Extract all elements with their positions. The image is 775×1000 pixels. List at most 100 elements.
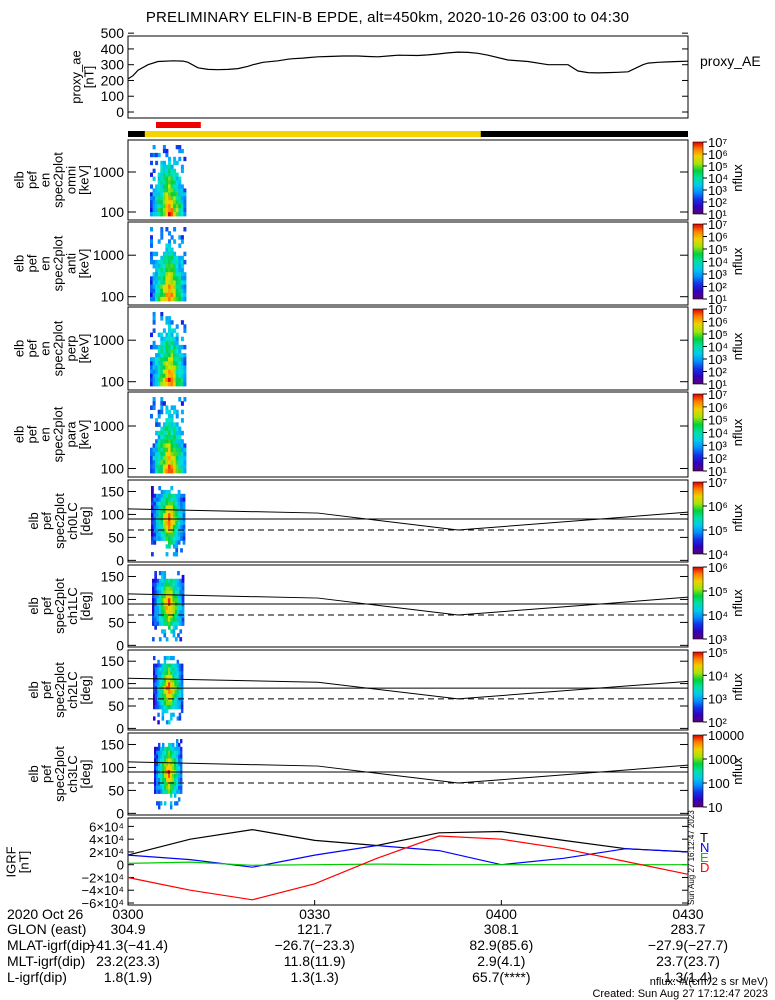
colorbar-tick-label: 10⁶ bbox=[708, 230, 728, 245]
axis-title-line: spec2plot bbox=[51, 320, 66, 376]
spectrogram-cell bbox=[174, 801, 177, 806]
spectrogram-cell bbox=[177, 621, 180, 626]
spectrogram-cell bbox=[157, 180, 161, 185]
spectrogram-cell bbox=[155, 292, 159, 298]
spectrogram-cell bbox=[170, 667, 173, 672]
spectrogram-cell bbox=[170, 268, 174, 273]
spectrogram-cell bbox=[160, 349, 164, 354]
spectrogram-cell bbox=[160, 357, 164, 362]
spectrogram-cell bbox=[178, 235, 182, 240]
spectrogram-cell bbox=[173, 255, 177, 261]
spectrogram-cell bbox=[164, 762, 167, 767]
spectrogram-cell bbox=[183, 188, 187, 193]
spectrogram-cell bbox=[155, 418, 159, 423]
spectrogram-cell bbox=[170, 276, 174, 281]
y-tick-label: −4×10⁴ bbox=[82, 883, 124, 898]
spectrogram-cell bbox=[178, 430, 182, 436]
spectrogram-cell bbox=[180, 777, 183, 783]
spectrogram-cell bbox=[157, 701, 160, 706]
spectrogram-cell bbox=[163, 663, 167, 668]
axis-title-line: [nT] bbox=[82, 66, 97, 88]
spectrogram-cell bbox=[172, 590, 176, 595]
spectrogram-cell bbox=[157, 690, 160, 695]
spectrogram-cell bbox=[178, 204, 182, 209]
axis-title-line: elb bbox=[12, 340, 27, 357]
spectrogram-cell bbox=[168, 663, 171, 668]
spectrogram-cell bbox=[153, 716, 156, 721]
spectrogram-cell bbox=[153, 532, 157, 537]
spectrogram-cell bbox=[168, 324, 171, 329]
loss-cone-line bbox=[127, 677, 689, 700]
spectrogram-cell bbox=[183, 259, 187, 265]
x-axis-row-value: 308.1 bbox=[484, 921, 519, 937]
spectrogram-cell bbox=[172, 766, 175, 771]
spectrogram-cell bbox=[175, 493, 179, 499]
spectrogram-cell bbox=[165, 609, 169, 615]
spectrogram-cell bbox=[177, 489, 181, 495]
spectrogram-cell bbox=[154, 750, 157, 755]
spectrogram-cell bbox=[182, 493, 186, 499]
x-axis-row-value: −41.3(−41.4) bbox=[88, 937, 168, 953]
spectrogram-cell bbox=[174, 785, 177, 790]
spectrogram-cell bbox=[170, 505, 174, 510]
spectrogram-cell bbox=[175, 460, 179, 465]
spectrogram-cell bbox=[153, 678, 156, 683]
spectrogram-cell bbox=[155, 697, 158, 702]
spectrogram-cell bbox=[160, 789, 163, 794]
x-axis-time-label: 0330 bbox=[299, 906, 330, 922]
spectrogram-cell bbox=[175, 353, 179, 358]
spectrogram-cell bbox=[166, 746, 169, 752]
spectrogram-cell bbox=[174, 682, 177, 687]
axis-title-line: [deg] bbox=[78, 507, 93, 536]
spectrogram-cell bbox=[170, 180, 174, 185]
spectrogram-cell bbox=[180, 268, 184, 273]
spectrogram-cell bbox=[173, 276, 177, 281]
spectrogram-cell bbox=[157, 413, 161, 419]
spectrogram-cell bbox=[176, 739, 179, 744]
spectrogram-cell bbox=[157, 373, 161, 379]
spectrogram-cell bbox=[168, 200, 171, 205]
axis-title-line: pef bbox=[25, 339, 40, 357]
axis-title-line: pef bbox=[39, 681, 54, 699]
spectrogram-cell bbox=[164, 750, 167, 755]
spectrogram-cell bbox=[152, 264, 156, 269]
spectrogram-cell bbox=[176, 693, 180, 698]
spectrogram-cell bbox=[152, 168, 156, 173]
spectrogram-cell bbox=[179, 621, 183, 626]
spectrogram-cell bbox=[178, 361, 182, 366]
spectrogram-cell bbox=[176, 671, 180, 676]
spectrogram-cell bbox=[159, 693, 162, 698]
spectrogram-cell bbox=[168, 762, 171, 767]
axis-title-line: spec2plot bbox=[51, 235, 66, 291]
spectrogram-cell bbox=[173, 239, 177, 244]
spectrogram-cell bbox=[178, 435, 182, 440]
spectrogram-cell bbox=[175, 422, 179, 427]
spectrogram-cell bbox=[173, 296, 177, 302]
ae-series-label: proxy_AE bbox=[700, 53, 761, 69]
spectrogram-cell bbox=[154, 789, 157, 794]
spectrogram-cell bbox=[165, 613, 169, 619]
spectrogram-cell bbox=[165, 697, 169, 702]
spectrogram-cell bbox=[168, 578, 171, 584]
spectrogram-cell bbox=[175, 456, 179, 461]
spectrogram-cell bbox=[173, 272, 177, 277]
spectrogram-cell bbox=[170, 582, 173, 587]
spectrogram-cell bbox=[150, 200, 153, 205]
spectrogram-cell bbox=[177, 578, 180, 584]
spectrogram-cell bbox=[181, 598, 185, 603]
spectrogram-cell bbox=[156, 609, 160, 615]
spectrogram-cell bbox=[166, 754, 169, 759]
spectrogram-cell bbox=[170, 617, 173, 622]
colorbar bbox=[692, 481, 704, 555]
spectrogram-cell bbox=[176, 754, 179, 759]
spectrogram-cell bbox=[155, 451, 159, 457]
spectrogram-cell bbox=[166, 762, 169, 767]
colorbar-tick-label: 10³ bbox=[708, 352, 727, 367]
spectrogram-cell bbox=[168, 594, 171, 599]
spectrogram-cell bbox=[160, 521, 164, 526]
y-tick-label: 200 bbox=[101, 72, 125, 88]
spectrogram-cell bbox=[162, 164, 166, 169]
igrf-side-note: Sun Aug 27 16:12:47 2023 bbox=[687, 810, 696, 905]
spectrogram-cell bbox=[158, 774, 161, 779]
